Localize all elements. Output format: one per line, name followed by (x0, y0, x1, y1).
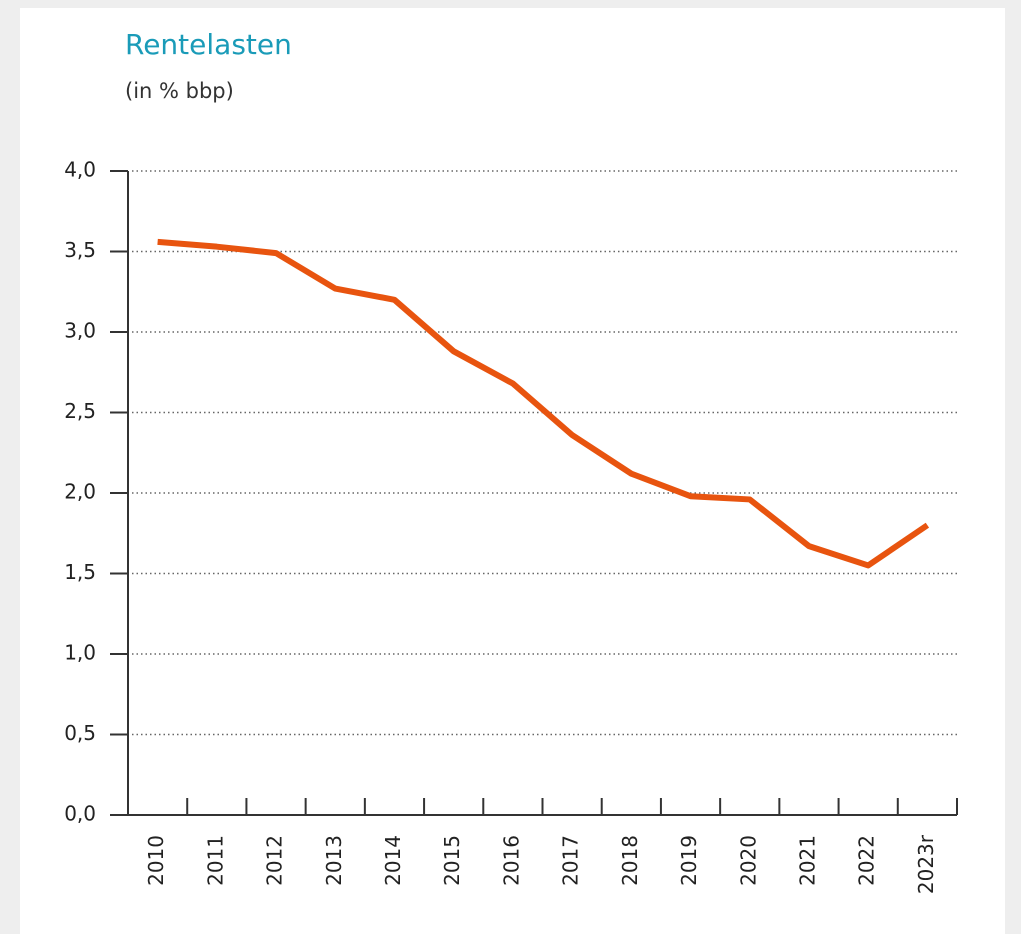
x-tick-label: 2022 (855, 835, 879, 886)
x-tick-label: 2010 (144, 835, 168, 886)
x-tick-label: 2016 (499, 835, 523, 886)
y-tick-label: 3,5 (64, 238, 96, 262)
y-tick-label: 1,5 (64, 560, 96, 584)
x-tick-label: 2017 (559, 835, 583, 886)
y-tick-label: 3,0 (64, 319, 96, 343)
x-tick-label: 2013 (322, 835, 346, 886)
chart-title: Rentelasten (125, 28, 292, 61)
x-tick-label: 2014 (381, 835, 405, 886)
x-tick-label: 2021 (795, 835, 819, 886)
y-tick-label: 2,0 (64, 480, 96, 504)
y-tick-label: 4,0 (64, 158, 96, 182)
data-line (157, 238, 930, 569)
chart-subtitle: (in % bbp) (125, 79, 234, 103)
x-tick-label: 2019 (677, 835, 701, 886)
y-tick-label: 2,5 (64, 399, 96, 423)
x-tick-label: 2020 (736, 835, 760, 886)
x-tick-label: 2023r (914, 834, 938, 894)
y-tick-label: 0,0 (64, 802, 96, 826)
y-tick-label: 0,5 (64, 721, 96, 745)
x-tick-label: 2011 (203, 835, 227, 886)
x-tick-label: 2012 (263, 835, 287, 886)
y-tick-label: 1,0 (64, 641, 96, 665)
x-tick-label: 2015 (440, 835, 464, 886)
panel (20, 8, 1005, 934)
x-tick-label: 2018 (618, 835, 642, 886)
